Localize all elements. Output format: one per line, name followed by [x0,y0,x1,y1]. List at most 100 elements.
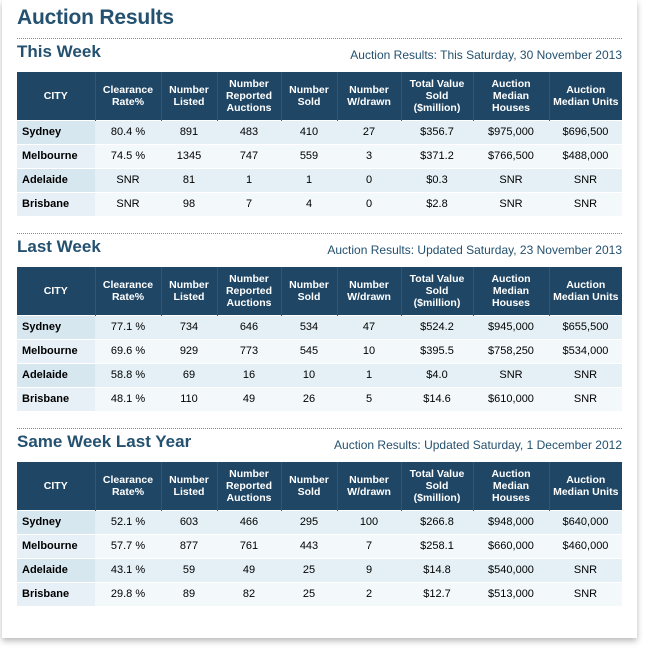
section-title: Same Week Last Year [17,432,192,451]
table-cell: SNR [549,362,622,387]
section-subtitle: Auction Results: Updated Saturday, 1 Dec… [334,438,622,452]
table-cell: 747 [217,143,281,168]
table-cell: SNR [473,362,549,387]
table-cell: 82 [217,581,281,606]
table-cell: $513,000 [473,581,549,606]
column-header: Number Sold [281,462,338,510]
table-cell: $371.2 [401,143,473,168]
table-cell: 443 [281,533,337,558]
column-header: Number Sold [281,267,338,315]
results-table: CITY Clearance Rate% Number Listed Number R… [17,462,622,606]
table-cell: 5 [337,386,401,411]
section-last-week: Last Week Auction Results: Updated Satur… [17,233,622,411]
table-row: Melbourne 69.6 % 929 773 545 10 $395.5 $758,250… [17,338,622,363]
city-cell: Sydney [17,119,95,144]
table-cell: 74.5 % [95,143,161,168]
table-cell: 559 [281,143,337,168]
table-cell: 929 [161,338,217,363]
table-cell: 100 [337,509,401,534]
table-cell: 2 [337,581,401,606]
table-cell: 1345 [161,143,217,168]
table-cell: $948,000 [473,509,549,534]
table-cell: $356.7 [401,119,473,144]
table-cell: 43.1 % [95,557,161,582]
table-cell: 81 [161,167,217,192]
table-cell: SNR [549,386,622,411]
column-header: Auction Median Units [549,267,622,315]
table-cell: 49 [217,386,281,411]
table-row: Sydney 52.1 % 603 466 295 100 $266.8 $948,000 $6… [17,509,622,534]
section-subtitle: Auction Results: This Saturday, 30 Novem… [350,48,622,62]
table-cell: $4.0 [401,362,473,387]
column-header: Auction Median Houses [473,462,550,510]
column-header: Number Listed [161,72,218,120]
table-cell: 26 [281,386,337,411]
table-cell: 89 [161,581,217,606]
table-cell: $696,500 [549,119,622,144]
table-cell: SNR [473,191,549,216]
city-cell: Melbourne [17,338,95,363]
column-header: Number Reported Auctions [217,462,282,510]
table-cell: 80.4 % [95,119,161,144]
table-cell: 603 [161,509,217,534]
section-title: Last Week [17,237,101,256]
table-cell: 25 [281,581,337,606]
column-header: Total Value Sold ($million) [401,72,474,120]
column-header: Number W/drawn [337,267,402,315]
table-row: Sydney 80.4 % 891 483 410 27 $356.7 $975,000 $69… [17,119,622,144]
column-header: Clearance Rate% [95,72,162,120]
column-header: Total Value Sold ($million) [401,267,474,315]
column-header: Total Value Sold ($million) [401,462,474,510]
column-header: Clearance Rate% [95,267,162,315]
column-header: Number Reported Auctions [217,72,282,120]
table-row: Adelaide SNR 81 1 1 0 $0.3 SNR SNR [17,167,622,192]
table-cell: 1 [281,167,337,192]
table-cell: $534,000 [549,338,622,363]
table-cell: SNR [95,191,161,216]
city-cell: Brisbane [17,191,95,216]
results-table: CITY Clearance Rate% Number Listed Number R… [17,267,622,411]
section-same-week-last-year: Same Week Last Year Auction Results: Upd… [17,428,622,606]
table-cell: 110 [161,386,217,411]
table-cell: 891 [161,119,217,144]
table-cell: 877 [161,533,217,558]
table-cell: $460,000 [549,533,622,558]
table-row: Brisbane 48.1 % 110 49 26 5 $14.6 $610,000 SNR [17,386,622,411]
page-title: Auction Results [17,6,174,29]
table-cell: 466 [217,509,281,534]
table-cell: 1 [217,167,281,192]
table-header-row: CITY Clearance Rate% Number Listed Number R… [17,72,622,120]
column-header: CITY [17,72,96,120]
table-row: Melbourne 57.7 % 877 761 443 7 $258.1 $660,000 $… [17,533,622,558]
table-cell: SNR [549,557,622,582]
table-cell: $14.6 [401,386,473,411]
table-cell: $610,000 [473,386,549,411]
city-cell: Sydney [17,509,95,534]
table-cell: SNR [473,167,549,192]
table-cell: 7 [217,191,281,216]
city-cell: Brisbane [17,386,95,411]
table-cell: 57.7 % [95,533,161,558]
section-this-week: This Week Auction Results: This Saturday… [17,38,622,216]
section-subtitle: Auction Results: Updated Saturday, 23 No… [327,243,622,257]
table-cell: 59 [161,557,217,582]
table-cell: 734 [161,314,217,339]
table-cell: $2.8 [401,191,473,216]
column-header: Auction Median Houses [473,72,550,120]
table-cell: 29.8 % [95,581,161,606]
divider [17,233,622,234]
divider [17,428,622,429]
table-row: Adelaide 58.8 % 69 16 10 1 $4.0 SNR SNR [17,362,622,387]
table-cell: 69.6 % [95,338,161,363]
table-cell: $758,250 [473,338,549,363]
table-cell: $258.1 [401,533,473,558]
table-row: Adelaide 43.1 % 59 49 25 9 $14.8 $540,000 SNR [17,557,622,582]
column-header: Clearance Rate% [95,462,162,510]
table-cell: 0 [337,167,401,192]
table-cell: $12.7 [401,581,473,606]
table-cell: 49 [217,557,281,582]
table-cell: 761 [217,533,281,558]
city-cell: Melbourne [17,143,95,168]
table-cell: 16 [217,362,281,387]
table-cell: 0 [337,191,401,216]
